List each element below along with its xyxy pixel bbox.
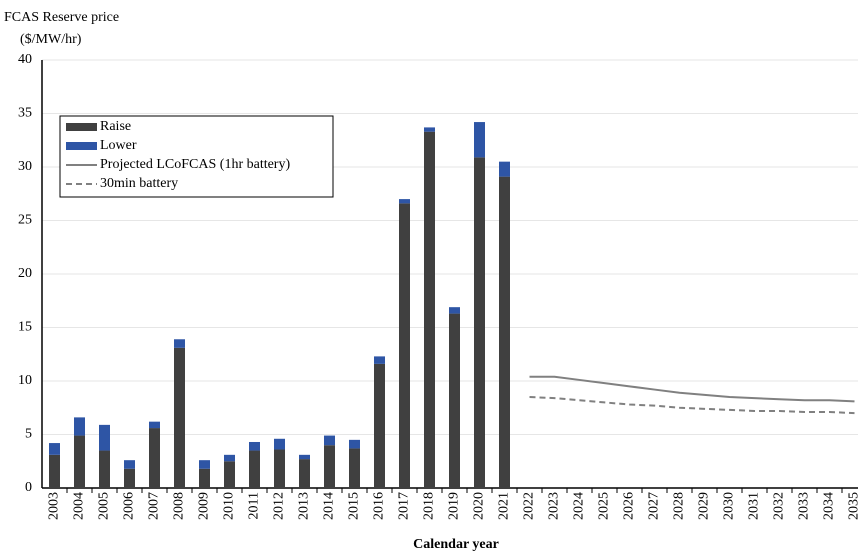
x-tick-label: 2007 (147, 492, 162, 520)
bar-segment (224, 454, 235, 462)
y-tick-label: 40 (18, 52, 32, 67)
legend-swatch (66, 123, 97, 131)
x-tick-label: 2025 (597, 492, 612, 520)
bar-segment (399, 199, 410, 204)
x-tick-label: 2034 (822, 492, 837, 520)
y-axis-label: ($/MW/hr) (20, 32, 82, 47)
bar-segment (499, 161, 510, 177)
y-tick-label: 15 (18, 320, 32, 335)
bar-segment (174, 347, 185, 488)
bar-segment (374, 356, 385, 364)
bar-segment (199, 460, 210, 469)
bar-segment (99, 424, 110, 451)
bar-segment (74, 435, 85, 488)
y-tick-label: 25 (18, 213, 32, 228)
bar-segment (474, 122, 485, 158)
x-tick-label: 2014 (322, 492, 337, 520)
bar-segment (449, 307, 460, 314)
legend-label: Lower (100, 138, 137, 153)
bar-segment (124, 468, 135, 488)
bar-segment (49, 443, 60, 455)
bar-segment (49, 454, 60, 488)
bar-segment (274, 449, 285, 488)
x-tick-label: 2023 (547, 492, 562, 520)
bar-segment (224, 461, 235, 488)
y-tick-label: 10 (18, 373, 32, 388)
y-axis-label: FCAS Reserve price (4, 10, 119, 25)
x-tick-label: 2027 (647, 492, 662, 520)
bar-segment (299, 454, 310, 460)
bar-segment (424, 131, 435, 488)
x-tick-label: 2004 (72, 492, 87, 520)
x-axis-label: Calendar year (413, 537, 499, 552)
x-tick-label: 2008 (172, 492, 187, 520)
x-tick-label: 2015 (347, 492, 362, 520)
bar-segment (199, 468, 210, 488)
x-tick-label: 2006 (122, 492, 137, 520)
x-tick-label: 2012 (272, 492, 287, 520)
bar-segment (149, 428, 160, 488)
x-tick-label: 2003 (47, 492, 62, 520)
bar-segment (349, 448, 360, 488)
x-tick-label: 2029 (697, 492, 712, 520)
x-tick-label: 2026 (622, 492, 637, 520)
legend-label: 30min battery (100, 176, 178, 191)
y-tick-label: 20 (18, 266, 32, 281)
x-tick-label: 2005 (97, 492, 112, 520)
x-tick-label: 2024 (572, 492, 587, 520)
bar-segment (274, 438, 285, 450)
bar-segment (299, 459, 310, 488)
bar-segment (174, 339, 185, 348)
bar-segment (324, 445, 335, 488)
x-tick-label: 2022 (522, 492, 537, 520)
bar-segment (74, 417, 85, 436)
y-tick-label: 35 (18, 106, 32, 121)
x-tick-label: 2018 (422, 492, 437, 520)
bar-segment (99, 450, 110, 488)
x-tick-label: 2010 (222, 492, 237, 520)
x-tick-label: 2035 (847, 492, 858, 520)
bar-segment (249, 441, 260, 451)
legend-label: Projected LCoFCAS (1hr battery) (100, 157, 290, 172)
x-tick-label: 2011 (247, 492, 262, 519)
bar-segment (474, 157, 485, 488)
y-tick-label: 5 (25, 427, 32, 442)
x-tick-label: 2032 (772, 492, 787, 520)
x-tick-label: 2031 (747, 492, 762, 520)
bar-segment (399, 203, 410, 488)
x-tick-label: 2009 (197, 492, 212, 520)
bar-segment (124, 460, 135, 469)
x-tick-label: 2033 (797, 492, 812, 520)
x-tick-label: 2017 (397, 492, 412, 520)
x-tick-label: 2021 (497, 492, 512, 520)
bar-segment (324, 435, 335, 446)
y-tick-label: 0 (25, 480, 32, 495)
bar-segment (349, 439, 360, 449)
bar-segment (424, 127, 435, 132)
legend-swatch (66, 142, 97, 150)
bar-segment (374, 363, 385, 488)
x-tick-label: 2028 (672, 492, 687, 520)
y-tick-label: 30 (18, 159, 32, 174)
x-tick-label: 2019 (447, 492, 462, 520)
bar-segment (249, 450, 260, 488)
legend-box (59, 115, 334, 198)
line (529, 375, 855, 403)
x-tick-label: 2016 (372, 492, 387, 520)
bar-segment (499, 176, 510, 488)
bar-segment (449, 313, 460, 488)
bar-segment (149, 421, 160, 429)
x-tick-label: 2013 (297, 492, 312, 520)
legend-label: Raise (100, 119, 131, 134)
line (529, 396, 855, 415)
x-tick-label: 2020 (472, 492, 487, 520)
x-tick-label: 2030 (722, 492, 737, 520)
